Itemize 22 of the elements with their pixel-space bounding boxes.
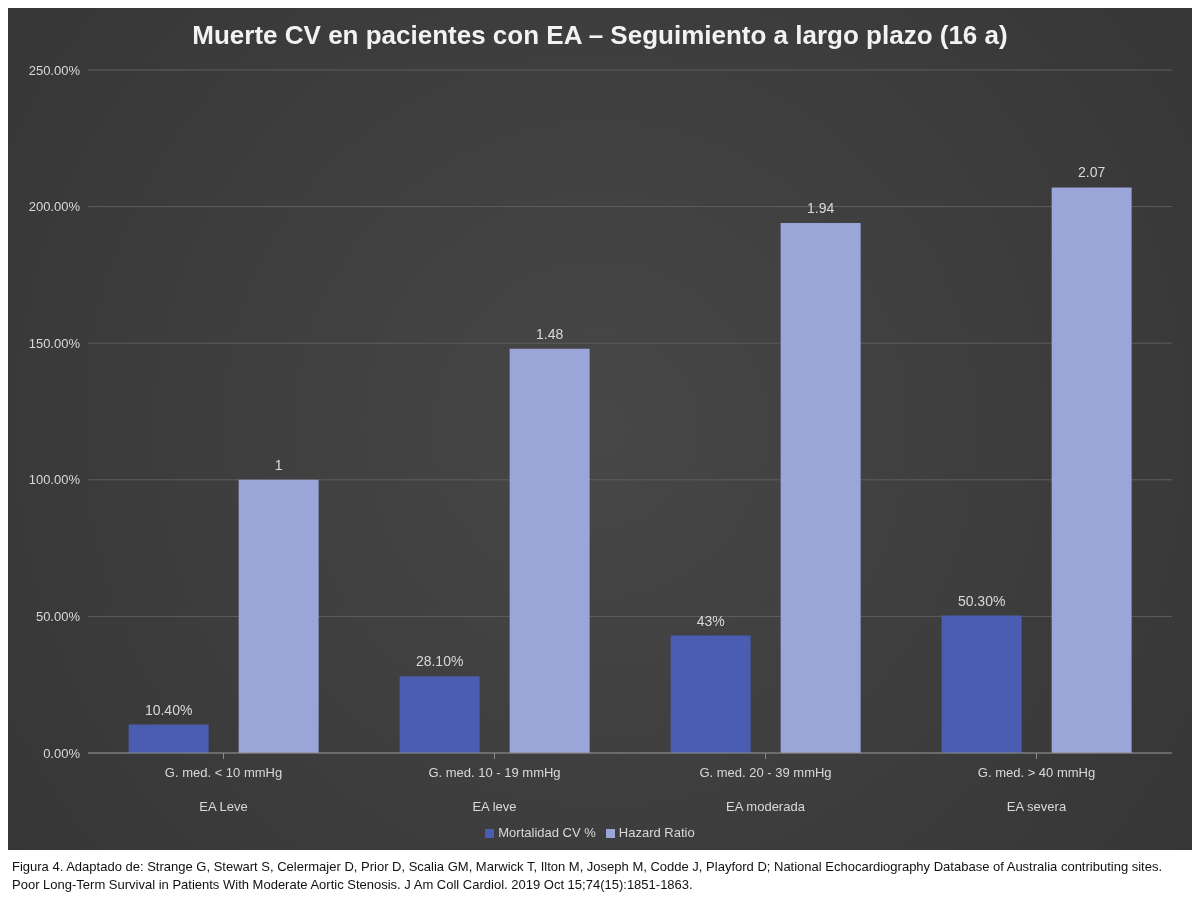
data-label: 1.94 [807,199,835,216]
y-tick-label: 50.00% [35,609,81,625]
category-label: G. med. 10 - 19 mmHg EA leve [428,765,561,814]
data-label: 10.40% [144,701,193,718]
data-label: 43% [696,612,725,629]
category-label: G. med. > 40 mmHg EA severa [977,765,1096,814]
y-tick-label: 100.00% [28,472,81,488]
y-tick-label: 250.00% [28,62,81,78]
legend-label: Mortalidad CV % [498,825,596,840]
y-tick-label: 0.00% [43,745,81,761]
data-label: 1 [274,456,283,473]
chart-title: Muerte CV en pacientes con EA – Seguimiento a largo plazo (16 a) [191,20,1009,52]
y-tick-label: 150.00% [28,335,81,351]
data-label: 1.48 [536,325,564,342]
y-tick-label: 200.00% [28,199,81,215]
data-label: 2.07 [1078,164,1106,181]
text: Figura 4. Adaptado de: Strange G, Stewart S, Celermajer D, Prior D, Scalia GM, Marwick T, Ilton M, Joseph M, Codde J, Playford D; National Echocardiography Database of Australia contributing sites. Poor Long-Term Survival in Patients With Moderate Aortic Stenosis. J Am Coll Cardiol. 2019 Oct 15;74(15):1851-1863. [11,858,1164,894]
category-label: G. med. 20 - 39 mmHg EA moderada [699,765,832,814]
data-label: 50.30% [957,592,1006,609]
legend-label: Hazard Ratio [618,825,695,840]
category-label: G. med. < 10 mmHg EA Leve [164,765,283,814]
data-label: 28.10% [415,653,464,670]
